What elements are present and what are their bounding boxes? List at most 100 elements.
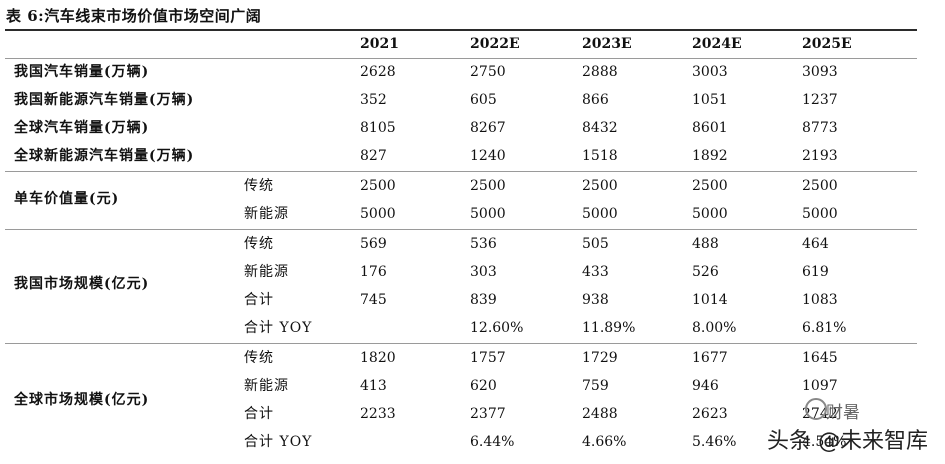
table-cell: 413 (360, 378, 387, 394)
table-cell: 5000 (802, 206, 838, 222)
table-cell: 526 (692, 264, 719, 280)
table-cell: 12.60% (470, 320, 524, 336)
table-cell: 8773 (802, 120, 838, 136)
row-label: 全球汽车销量(万辆) (14, 120, 150, 136)
table-cell: 5.46% (692, 434, 737, 450)
table-cell: 6.44% (470, 434, 515, 450)
table-row: 新能源 413 620 759 946 1097 (0, 372, 945, 400)
sub-label: 新能源 (244, 206, 289, 222)
table-cell: 1237 (802, 92, 838, 108)
table-cell: 8601 (692, 120, 728, 136)
table-cell: 866 (582, 92, 609, 108)
sub-label: 合计 YOY (244, 320, 313, 336)
table-cell: 759 (582, 378, 609, 394)
table-cell: 1677 (692, 350, 728, 366)
table-cell: 619 (802, 264, 829, 280)
sub-label: 新能源 (244, 378, 289, 394)
row-separator (5, 343, 917, 344)
sub-label: 传统 (244, 178, 274, 194)
table-row: 传统 1820 1757 1729 1677 1645 (0, 344, 945, 372)
column-header: 2023E (582, 36, 632, 52)
row-separator (5, 171, 917, 172)
table-title: 表 6:汽车线束市场价值市场空间广阔 (6, 7, 262, 25)
table-cell: 433 (582, 264, 609, 280)
table-cell: 5000 (360, 206, 396, 222)
table-row: 合计 745 839 938 1014 1083 (0, 286, 945, 314)
table-row: 新能源 176 303 433 526 619 (0, 258, 945, 286)
table-cell: 505 (582, 236, 609, 252)
table-cell: 8.00% (692, 320, 737, 336)
row-separator (5, 58, 917, 59)
header-row: 2021 2022E 2023E 2024E 2025E (0, 30, 945, 58)
table-row: 传统 2500 2500 2500 2500 2500 (0, 172, 945, 200)
row-separator (5, 229, 917, 230)
table-cell: 4.66% (582, 434, 627, 450)
table-cell: 5000 (470, 206, 506, 222)
table-cell: 827 (360, 148, 387, 164)
sub-label: 新能源 (244, 264, 289, 280)
table-cell: 3093 (802, 64, 838, 80)
table-cell: 839 (470, 292, 497, 308)
column-header: 2022E (470, 36, 520, 52)
table-cell: 2500 (692, 178, 728, 194)
table-cell: 8267 (470, 120, 506, 136)
table-cell: 605 (470, 92, 497, 108)
table-row: 我国汽车销量(万辆) 2628 2750 2888 3003 3093 (0, 58, 945, 86)
table-cell: 536 (470, 236, 497, 252)
table-cell: 5000 (692, 206, 728, 222)
table-cell: 2750 (470, 64, 506, 80)
table-cell: 8105 (360, 120, 396, 136)
table-cell: 1240 (470, 148, 506, 164)
table-cell: 1729 (582, 350, 618, 366)
table-cell: 2888 (582, 64, 618, 80)
table-cell: 1645 (802, 350, 838, 366)
table-row: 新能源 5000 5000 5000 5000 5000 (0, 200, 945, 228)
table-top-rule (5, 29, 917, 31)
table-row: 合计 2233 2377 2488 2623 2742 (0, 400, 945, 428)
table-cell: 745 (360, 292, 387, 308)
table-cell: 1892 (692, 148, 728, 164)
column-header: 2021 (360, 36, 399, 52)
table-cell: 1014 (692, 292, 728, 308)
table-cell: 5000 (582, 206, 618, 222)
watermark-text: 头条 @未来智库 (767, 429, 928, 454)
table-cell: 2500 (802, 178, 838, 194)
table-row: 全球新能源汽车销量(万辆) 827 1240 1518 1892 2193 (0, 142, 945, 170)
table-cell: 2500 (582, 178, 618, 194)
sub-label: 合计 YOY (244, 434, 313, 450)
table-cell: 8432 (582, 120, 618, 136)
table-cell: 11.89% (582, 320, 636, 336)
table-cell: 1820 (360, 350, 396, 366)
table-cell: 620 (470, 378, 497, 394)
table-row: 合计 YOY 6.44% 4.66% 5.46% 4.54% (0, 428, 945, 456)
table-row: 我国新能源汽车销量(万辆) 352 605 866 1051 1237 (0, 86, 945, 114)
table-cell: 1757 (470, 350, 506, 366)
sub-label: 传统 (244, 236, 274, 252)
table-cell: 2233 (360, 406, 396, 422)
column-header: 2025E (802, 36, 852, 52)
table-cell: 352 (360, 92, 387, 108)
table-cell: 488 (692, 236, 719, 252)
table-cell: 569 (360, 236, 387, 252)
sub-label: 合计 (244, 406, 274, 422)
group-label: 单车价值量(元) (14, 191, 120, 207)
table-row: 全球汽车销量(万辆) 8105 8267 8432 8601 8773 (0, 114, 945, 142)
row-label: 我国汽车销量(万辆) (14, 64, 150, 80)
table-row: 传统 569 536 505 488 464 (0, 230, 945, 258)
table-cell: 938 (582, 292, 609, 308)
sub-label: 合计 (244, 292, 274, 308)
watermark-logo-icon (805, 398, 827, 420)
watermark-text: 财暑 (826, 403, 860, 423)
table-cell: 1097 (802, 378, 838, 394)
table-cell: 3003 (692, 64, 728, 80)
table-cell: 2623 (692, 406, 728, 422)
table-cell: 1083 (802, 292, 838, 308)
group-label: 我国市场规模(亿元) (14, 276, 150, 292)
sub-label: 传统 (244, 350, 274, 366)
table-cell: 2193 (802, 148, 838, 164)
table-cell: 2500 (470, 178, 506, 194)
table-cell: 4.54% (802, 434, 847, 450)
group-label: 全球市场规模(亿元) (14, 392, 150, 408)
column-header: 2024E (692, 36, 742, 52)
table-cell: 2377 (470, 406, 506, 422)
